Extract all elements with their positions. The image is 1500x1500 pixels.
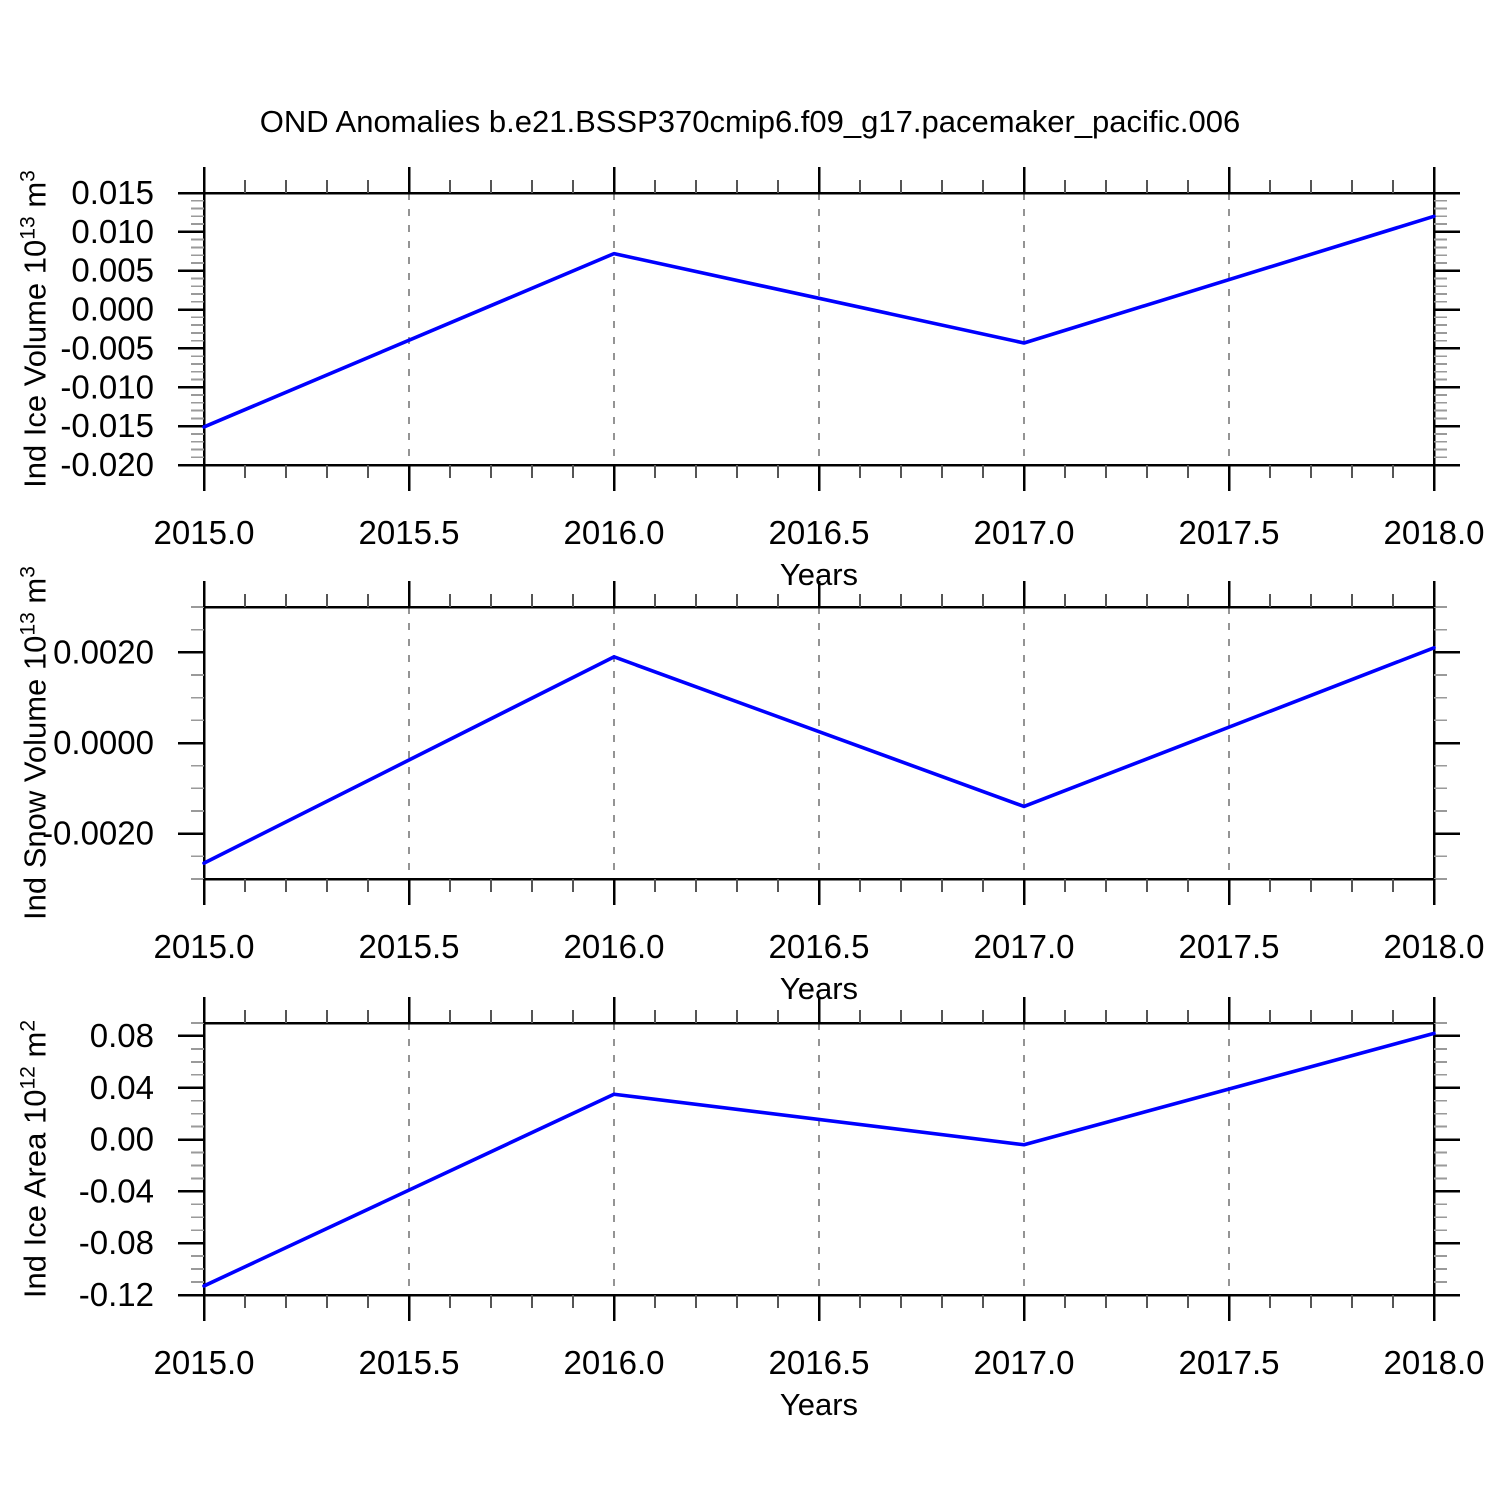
x-tick-label: 2016.0 <box>564 1344 665 1381</box>
x-tick-label: 2015.5 <box>359 1344 460 1381</box>
y-tick-label: -0.04 <box>79 1172 154 1209</box>
y-tick-label: -0.08 <box>79 1224 154 1261</box>
y-tick-label: -0.12 <box>79 1276 154 1313</box>
x-axis-title-years-2: Years <box>779 971 859 1006</box>
plot-frame <box>202 191 1436 467</box>
y-tick-label: -0.005 <box>60 329 154 366</box>
y-tick-label: 0.015 <box>71 174 154 211</box>
y-axis-title-ice-volume: Ind Ice Volume 1013 m3 <box>16 170 53 488</box>
y-axis-title-ice-area: Ind Ice Area 1012 m2 <box>16 1020 53 1298</box>
x-tick-label: 2017.0 <box>974 514 1075 551</box>
y-axis-title-unit: m <box>17 577 53 613</box>
x-tick-label: 2016.5 <box>769 1344 870 1381</box>
data-line <box>202 645 1436 865</box>
x-tick-label: 2017.0 <box>974 1344 1075 1381</box>
x-tick-label: 2017.0 <box>974 928 1075 965</box>
x-tick-label: 2015.0 <box>154 928 255 965</box>
y-tick-label: 0.08 <box>90 1017 154 1054</box>
data-line <box>202 214 1436 429</box>
x-tick-label: 2016.0 <box>564 928 665 965</box>
y-tick-label: 0.0000 <box>53 724 154 761</box>
y-axis-title-text: Ind Snow Volume 10 <box>17 635 53 920</box>
x-axis-title-years-3: Years <box>779 1387 859 1422</box>
y-tick-label: 0.00 <box>90 1121 154 1158</box>
panel-1: 2015.0 2015.5 2016.0 2016.5 2017.0 2017.5 2018… <box>60 167 1484 551</box>
chart-title: OND Anomalies b.e21.BSSP370cmip6.f09_g17… <box>259 104 1241 139</box>
panel-2: 2015.0 2015.5 2016.0 2016.5 2017.0 2017.5 2018… <box>42 581 1484 965</box>
x-tick-label: 2015.0 <box>154 514 255 551</box>
y-tick-label: 0.005 <box>71 252 154 289</box>
x-tick-label: 2015.0 <box>154 1344 255 1381</box>
x-tick-label: 2016.5 <box>769 928 870 965</box>
x-tick-label: 2018.0 <box>1384 1344 1485 1381</box>
y-axis-title-unit-exponent: 3 <box>16 170 40 182</box>
y-axis-title-text: Ind Ice Volume 10 <box>17 239 53 488</box>
y-tick-label: -0.015 <box>60 407 154 444</box>
y-tick-label: 0.0020 <box>53 633 154 670</box>
x-axis-title-years-1: Years <box>779 557 859 592</box>
y-axis-title-unit: m <box>17 181 53 217</box>
y-axis-title-unit: m <box>17 1031 53 1067</box>
y-tick-label: 0.010 <box>71 213 154 250</box>
panel-3: 2015.0 2015.5 2016.0 2016.5 2017.0 2017.5 2018… <box>79 997 1485 1381</box>
x-tick-label: 2017.5 <box>1179 1344 1280 1381</box>
y-tick-label: 0.000 <box>71 291 154 328</box>
x-tick-label: 2016.0 <box>564 514 665 551</box>
x-tick-label: 2016.5 <box>769 514 870 551</box>
y-axis-title-exponent: 13 <box>16 612 40 636</box>
y-axis-title-exponent: 13 <box>16 216 40 240</box>
y-tick-label: -0.020 <box>60 446 154 483</box>
y-axis-title-snow-volume: Ind Snow Volume 1013 m3 <box>16 566 53 920</box>
plot-frame <box>202 1021 1436 1297</box>
data-line <box>202 1031 1436 1288</box>
x-tick-label: 2015.5 <box>359 514 460 551</box>
plot-frame <box>202 605 1436 881</box>
y-axis-title-unit-exponent: 2 <box>16 1019 40 1032</box>
y-tick-label: -0.010 <box>60 368 154 405</box>
y-axis-title-unit-exponent: 3 <box>16 566 40 578</box>
y-axis-title-text: Ind Ice Area 10 <box>17 1089 53 1299</box>
y-tick-label: 0.04 <box>90 1069 154 1106</box>
x-tick-label: 2018.0 <box>1384 928 1485 965</box>
y-axis-title-exponent: 12 <box>16 1066 40 1090</box>
x-tick-label: 2017.5 <box>1179 928 1280 965</box>
x-tick-label: 2017.5 <box>1179 514 1280 551</box>
x-tick-label: 2018.0 <box>1384 514 1485 551</box>
y-tick-label: -0.0020 <box>42 815 154 852</box>
x-tick-label: 2015.5 <box>359 928 460 965</box>
